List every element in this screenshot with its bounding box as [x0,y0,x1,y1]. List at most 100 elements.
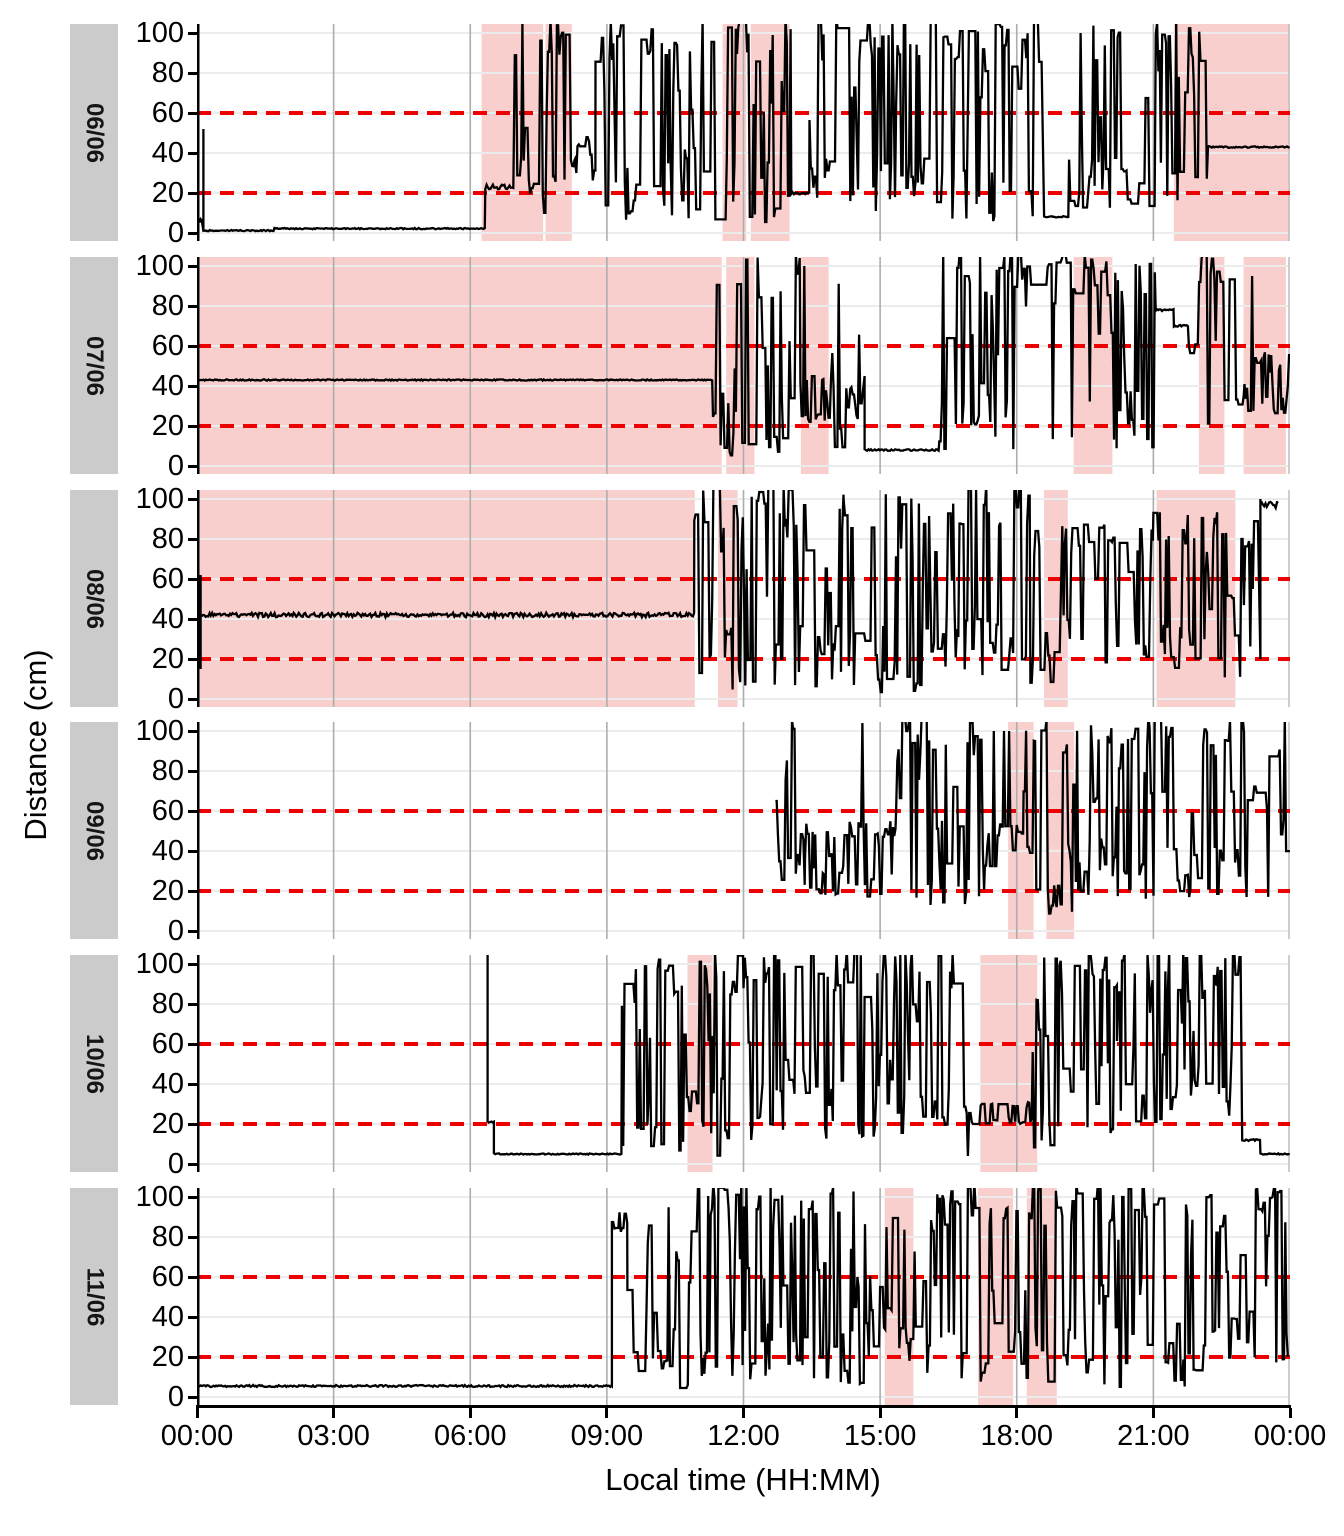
highlight-band [197,257,722,474]
y-tick-mark [188,809,197,813]
y-tick-mark [188,1082,197,1086]
y-tick-mark [188,929,197,933]
y-tick-label: 60 [151,330,184,362]
y-tick-mark [188,849,197,853]
y-tick-mark [188,424,197,428]
x-tick-mark [332,1408,336,1418]
highlight-band [481,24,544,241]
y-tick-label: 20 [151,875,184,907]
facet-panel-11-06 [197,1188,1290,1405]
y-tick-mark [188,577,197,581]
y-tick-label: 0 [167,217,184,249]
facet-strip-10-06: 10/06 [70,955,118,1172]
y-tick-label: 20 [151,177,184,209]
x-tick-mark [1015,1408,1019,1418]
y-tick-label: 40 [151,603,184,635]
facet-strip-label: 09/06 [81,800,108,861]
x-axis-title: Local time (HH:MM) [605,1462,881,1497]
y-tick-label: 40 [151,1068,184,1100]
facet-strip-08-06: 08/06 [70,490,118,707]
x-tick-label: 00:00 [1253,1420,1327,1452]
y-tick-mark [188,697,197,701]
y-tick-mark [188,264,197,268]
distance-series-line [775,722,1290,915]
facet-panel-06-06 [197,24,1290,241]
x-tick-label: 09:00 [570,1420,644,1452]
facet-panel-10-06 [197,955,1290,1172]
facet-strip-label: 11/06 [81,1267,109,1326]
y-axis-title: Distance (cm) [18,649,53,841]
y-tick-mark [188,617,197,621]
y-tick-mark [188,497,197,501]
y-tick-label: 100 [135,483,184,515]
y-tick-label: 20 [151,1108,184,1140]
y-tick-mark [188,304,197,308]
y-tick-label: 100 [135,250,184,282]
x-tick-label: 21:00 [1117,1420,1190,1452]
y-tick-label: 100 [135,948,184,980]
y-tick-label: 40 [151,1301,184,1333]
y-tick-label: 80 [151,290,184,322]
facet-strip-11-06: 11/06 [70,1188,118,1405]
x-tick-mark [195,1408,199,1418]
y-tick-mark [188,889,197,893]
y-tick-label: 0 [167,1381,184,1413]
y-tick-mark [188,151,197,155]
x-tick-label: 18:00 [980,1420,1054,1452]
y-tick-label: 20 [151,643,184,675]
x-tick-mark [742,1408,745,1418]
distance-series-line [197,1188,1290,1390]
facet-strip-label: 06/06 [81,102,108,163]
y-tick-label: 60 [151,97,184,129]
x-tick-label: 06:00 [433,1420,507,1452]
y-tick-label: 80 [151,1221,184,1253]
facet-panel-08-06 [197,490,1290,707]
y-tick-mark [188,1275,197,1279]
y-tick-label: 100 [135,715,184,747]
x-tick-mark [605,1408,609,1418]
y-tick-mark [188,769,197,773]
y-tick-label: 80 [151,988,184,1020]
x-tick-mark [1151,1408,1155,1418]
y-tick-label: 40 [151,835,184,867]
y-tick-label: 80 [151,523,184,555]
facet-strip-label: 10/06 [81,1033,108,1094]
y-tick-label: 80 [151,57,184,89]
y-tick-label: 100 [135,17,184,49]
facet-strip-07-06: 07/06 [70,257,118,474]
x-tick-label: 03:00 [297,1420,370,1452]
y-tick-mark [188,537,197,541]
highlight-band [1198,257,1225,474]
x-axis-line [196,1405,1291,1408]
x-tick-label: 15:00 [843,1420,917,1452]
y-tick-mark [188,344,197,348]
y-tick-mark [188,1195,197,1199]
y-tick-label: 20 [151,410,184,442]
y-tick-mark [188,1042,197,1046]
distance-series-line [197,257,1290,457]
x-tick-label: 00:00 [160,1420,234,1452]
y-tick-label: 0 [167,1148,184,1180]
y-tick-mark [188,231,197,235]
y-tick-mark [188,191,197,195]
y-tick-mark [188,657,197,661]
facet-strip-label: 08/06 [81,568,108,629]
y-tick-label: 100 [135,1181,184,1213]
y-tick-mark [188,1235,197,1239]
y-tick-label: 40 [151,370,184,402]
y-tick-label: 0 [167,683,184,715]
highlight-band [197,490,695,707]
y-tick-mark [188,31,197,35]
x-tick-label: 12:00 [707,1420,780,1452]
y-tick-label: 0 [167,450,184,482]
facet-panel-07-06 [197,257,1290,474]
facet-strip-06-06: 06/06 [70,24,118,241]
highlight-band [980,955,1038,1172]
y-tick-mark [188,384,197,388]
y-tick-label: 40 [151,137,184,169]
y-tick-label: 60 [151,563,184,595]
y-tick-mark [188,729,197,733]
y-tick-label: 80 [151,755,184,787]
distance-series-line [199,490,1279,694]
y-tick-mark [188,71,197,75]
